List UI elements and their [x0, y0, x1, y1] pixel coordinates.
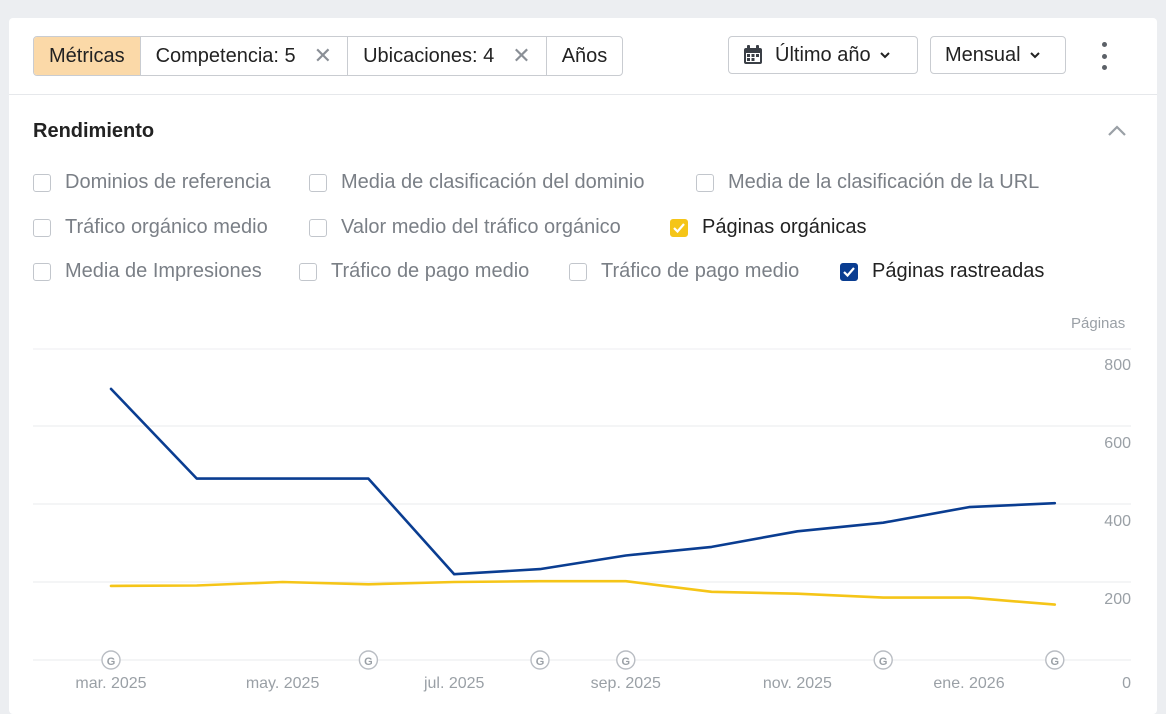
metric-label: Tráfico de pago medio: [601, 260, 800, 282]
google-update-marker: [1045, 650, 1065, 670]
tab-metricas-label: Métricas: [49, 44, 125, 67]
frequency-label: Mensual: [945, 43, 1021, 66]
metric-option[interactable]: Dominios de referencia: [33, 171, 271, 194]
metric-label: Media de Impresiones: [65, 260, 262, 282]
checkbox-checked[interactable]: [840, 262, 858, 281]
y-tick-label: 600: [1104, 435, 1131, 452]
toolbar: Métricas Competencia: 5 ✕ Ubicaciones: 4…: [9, 18, 1157, 95]
checkbox[interactable]: [309, 218, 327, 237]
metric-option[interactable]: Tráfico orgánico medio: [33, 216, 268, 239]
x-tick-label: may. 2025: [246, 675, 320, 692]
line-chart: 0 200 400 600 800 mar. 2025 may. 2025 jul. 2025…: [33, 348, 1131, 692]
metric-label: Páginas rastreadas: [872, 260, 1045, 282]
y-axis-title: Páginas: [1071, 315, 1126, 332]
checkbox[interactable]: [299, 262, 317, 281]
filter-segment-group: Métricas Competencia: 5 ✕ Ubicaciones: 4…: [33, 36, 624, 76]
series-line-paginas-rastreadas: [109, 387, 1057, 576]
check-icon: [673, 222, 685, 233]
checkbox[interactable]: [33, 218, 51, 237]
tab-anos[interactable]: Años: [547, 37, 623, 75]
close-icon[interactable]: ✕: [313, 43, 333, 68]
google-update-marker-label: G: [879, 656, 888, 668]
x-tick-label: jul. 2025: [423, 675, 485, 692]
y-tick-label: 200: [1104, 591, 1131, 608]
metric-option[interactable]: Valor medio del tráfico orgánico: [309, 216, 621, 239]
checkbox[interactable]: [569, 262, 587, 281]
metric-label: Media de la clasificación de la URL: [728, 171, 1040, 193]
series-line-paginas-organicas: [109, 579, 1057, 606]
metric-label: Dominios de referencia: [65, 171, 271, 193]
metric-option[interactable]: Tráfico de pago medio: [299, 260, 529, 283]
metric-label: Valor medio del tráfico orgánico: [341, 216, 621, 238]
google-update-marker-label: G: [622, 656, 631, 668]
period-label: Último año: [775, 43, 871, 66]
google-update-marker: [616, 650, 636, 670]
y-tick-label: 800: [1104, 357, 1131, 374]
section-title: Rendimiento: [33, 120, 155, 142]
metric-label: Media de clasificación del dominio: [341, 171, 645, 193]
filter-competencia-label: Competencia: 5: [155, 44, 296, 67]
x-tick-label: mar. 2025: [75, 675, 146, 692]
metric-label: Páginas orgánicas: [702, 216, 867, 238]
y-tick-label: 400: [1104, 513, 1131, 530]
performance-card: Métricas Competencia: 5 ✕ Ubicaciones: 4…: [9, 18, 1157, 714]
filter-ubicaciones-label: Ubicaciones: 4: [363, 44, 495, 67]
google-update-marker-label: G: [536, 656, 545, 668]
metric-option[interactable]: Media de Impresiones: [33, 260, 262, 283]
google-update-marker: [101, 650, 121, 670]
frequency-dropdown[interactable]: Mensual: [930, 36, 1066, 74]
x-tick-label: sep. 2025: [591, 675, 661, 692]
check-icon: [843, 266, 855, 277]
google-update-marker: [873, 650, 893, 670]
metric-label: Tráfico orgánico medio: [65, 216, 268, 238]
google-update-marker: [530, 650, 550, 670]
checkbox[interactable]: [33, 173, 51, 192]
y-tick-label: 0: [1122, 675, 1131, 692]
metric-label: Tráfico de pago medio: [331, 260, 530, 282]
checkbox[interactable]: [309, 173, 327, 192]
close-icon[interactable]: ✕: [512, 43, 531, 68]
chevron-down-icon: [879, 52, 890, 59]
more-options-icon[interactable]: [1093, 42, 1115, 70]
chevron-down-icon: [1029, 52, 1040, 59]
google-update-marker-label: G: [1051, 656, 1060, 668]
metric-option-paginas-organicas[interactable]: Páginas orgánicas: [670, 216, 867, 239]
google-update-marker: [358, 650, 379, 670]
google-update-marker-label: G: [364, 656, 373, 668]
chevron-up-icon[interactable]: [1107, 123, 1127, 137]
period-dropdown[interactable]: Último año: [728, 36, 918, 74]
filter-competencia[interactable]: Competencia: 5 ✕: [141, 37, 349, 75]
x-tick-label: ene. 2026: [933, 675, 1004, 692]
metric-option[interactable]: Media de clasificación del dominio: [309, 171, 645, 194]
google-update-marker-label: G: [107, 656, 116, 668]
checkbox-checked[interactable]: [670, 218, 688, 237]
metric-option[interactable]: Tráfico de pago medio: [569, 260, 799, 283]
tab-metricas[interactable]: Métricas: [34, 37, 141, 75]
metric-option-paginas-rastreadas[interactable]: Páginas rastreadas: [840, 260, 1044, 283]
calendar-icon: [744, 45, 762, 64]
metric-option[interactable]: Media de la clasificación de la URL: [696, 171, 1039, 194]
checkbox[interactable]: [33, 262, 51, 281]
checkbox[interactable]: [696, 173, 714, 192]
x-tick-label: nov. 2025: [763, 675, 832, 692]
tab-anos-label: Años: [561, 44, 608, 67]
filter-ubicaciones[interactable]: Ubicaciones: 4 ✕: [348, 37, 547, 75]
